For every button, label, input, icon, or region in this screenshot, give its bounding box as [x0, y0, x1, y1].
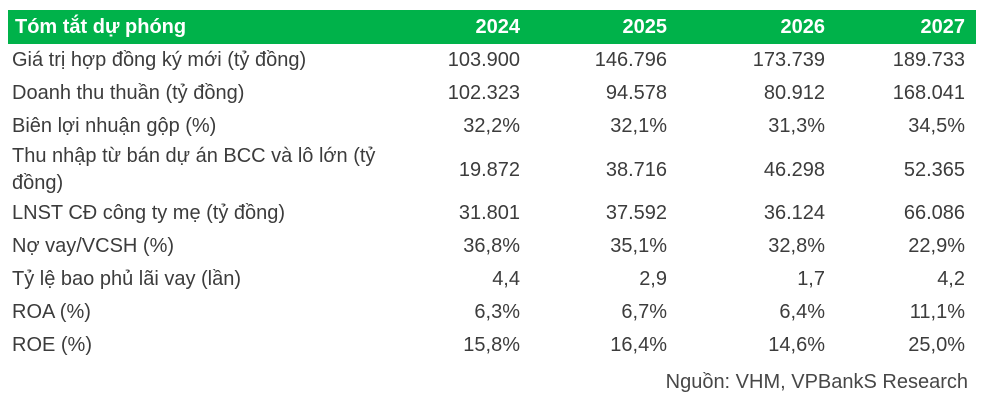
cell-value: 173.739 [752, 49, 825, 71]
cell-value: 14,6% [768, 334, 825, 356]
row-label: Thu nhập từ bán dự án BCC và lô lớn (tỷ … [12, 145, 376, 194]
row-label: ROE (%) [12, 334, 92, 356]
row-label: ROA (%) [12, 301, 91, 323]
table-row: Biên lợi nhuận gộp (%) 32,2% 32,1% 31,3% 34,… [8, 110, 976, 143]
year-header-2025: 2025 [531, 10, 678, 44]
cell-value: 6,3% [474, 301, 520, 323]
cell-value: 19.872 [458, 158, 520, 181]
cell-value: 6,4% [779, 301, 825, 323]
cell-value: 94.578 [605, 82, 667, 104]
cell-value: 52.365 [903, 158, 965, 181]
table-row: Thu nhập từ bán dự án BCC và lô lớn (tỷ … [8, 143, 976, 197]
table-row: ROE (%) 15,8% 16,4% 14,6% 25,0% [8, 329, 976, 362]
cell-value: 32,1% [610, 115, 667, 137]
cell-value: 32,2% [463, 115, 520, 137]
table-header-row: Tóm tắt dự phóng 2024 2025 2026 2027 [8, 10, 976, 44]
year-header-2027: 2027 [836, 10, 976, 44]
table-row: Doanh thu thuần (tỷ đồng) 102.323 94.578 80… [8, 77, 976, 110]
source-note: Nguồn: VHM, VPBankS Research [665, 371, 968, 393]
cell-value: 1,7 [797, 268, 825, 290]
year-header-2026: 2026 [678, 10, 836, 44]
year-header-2024: 2024 [428, 10, 531, 44]
row-label: Biên lợi nhuận gộp (%) [12, 115, 217, 137]
row-label: LNST CĐ công ty mẹ (tỷ đồng) [12, 202, 286, 224]
cell-value: 46.298 [763, 158, 825, 181]
table-title: Tóm tắt dự phóng [8, 10, 428, 44]
table-row: Giá trị hợp đồng ký mới (tỷ đồng) 103.900… [8, 44, 976, 77]
cell-value: 103.900 [447, 49, 520, 71]
cell-value: 32,8% [768, 235, 825, 257]
table-row: LNST CĐ công ty mẹ (tỷ đồng) 31.801 37.592… [8, 197, 976, 230]
cell-value: 36.124 [763, 202, 825, 224]
cell-value: 146.796 [594, 49, 667, 71]
cell-value: 15,8% [463, 334, 520, 356]
cell-value: 4,2 [937, 268, 965, 290]
forecast-summary-page: Tóm tắt dự phóng 2024 2025 2026 2027 Giá… [0, 10, 984, 414]
cell-value: 6,7% [621, 301, 667, 323]
row-label: Nợ vay/VCSH (%) [12, 235, 175, 257]
cell-value: 34,5% [908, 115, 965, 137]
cell-value: 168.041 [892, 82, 965, 104]
row-label: Doanh thu thuần (tỷ đồng) [12, 82, 245, 104]
row-label: Tỷ lệ bao phủ lãi vay (lần) [12, 268, 242, 290]
table-row: ROA (%) 6,3% 6,7% 6,4% 11,1% [8, 296, 976, 329]
cell-value: 36,8% [463, 235, 520, 257]
cell-value: 102.323 [447, 82, 520, 104]
table-row: Nợ vay/VCSH (%) 36,8% 35,1% 32,8% 22,9% [8, 230, 976, 263]
cell-value: 66.086 [903, 202, 965, 224]
cell-value: 189.733 [892, 49, 965, 71]
cell-value: 4,4 [492, 268, 520, 290]
cell-value: 22,9% [908, 235, 965, 257]
cell-value: 35,1% [610, 235, 667, 257]
cell-value: 25,0% [908, 334, 965, 356]
cell-value: 16,4% [610, 334, 667, 356]
row-label: Giá trị hợp đồng ký mới (tỷ đồng) [12, 49, 307, 71]
cell-value: 11,1% [909, 301, 965, 323]
cell-value: 31,3% [768, 115, 825, 137]
cell-value: 38.716 [605, 158, 667, 181]
cell-value: 31.801 [458, 202, 520, 224]
table-row: Tỷ lệ bao phủ lãi vay (lần) 4,4 2,9 1,7 4,2 [8, 263, 976, 296]
cell-value: 80.912 [763, 82, 825, 104]
cell-value: 37.592 [605, 202, 667, 224]
table-body: Giá trị hợp đồng ký mới (tỷ đồng) 103.900… [8, 44, 976, 362]
cell-value: 2,9 [639, 268, 667, 290]
forecast-table: Tóm tắt dự phóng 2024 2025 2026 2027 Giá… [8, 10, 976, 362]
